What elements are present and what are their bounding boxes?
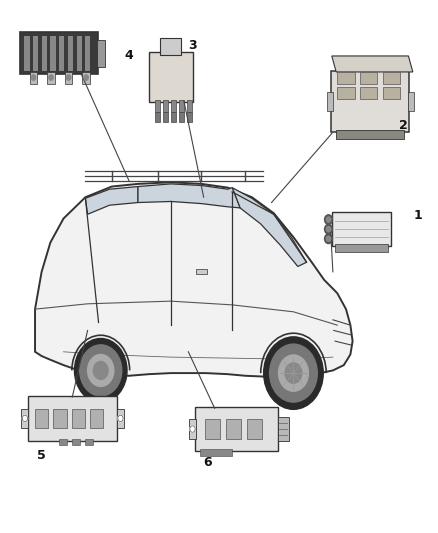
Bar (53, 409, 67, 428)
Text: 2: 2 (399, 119, 407, 132)
Circle shape (22, 415, 28, 422)
FancyBboxPatch shape (20, 32, 98, 74)
Bar (327, 92, 333, 111)
Polygon shape (360, 72, 378, 84)
Circle shape (325, 234, 332, 244)
Text: 3: 3 (188, 39, 197, 52)
Bar (200, 449, 232, 456)
Circle shape (80, 345, 122, 396)
Bar (196, 269, 207, 274)
Bar (25, 36, 29, 70)
Bar (59, 36, 64, 70)
Polygon shape (35, 182, 353, 377)
Bar (35, 409, 48, 428)
Polygon shape (337, 87, 354, 99)
Polygon shape (382, 72, 400, 84)
Circle shape (93, 361, 108, 379)
Circle shape (49, 75, 53, 80)
Circle shape (84, 75, 88, 80)
Bar (33, 36, 38, 70)
Polygon shape (332, 56, 413, 72)
Circle shape (326, 217, 331, 222)
Bar (59, 439, 67, 445)
Circle shape (74, 338, 127, 402)
Circle shape (118, 415, 123, 422)
Polygon shape (85, 187, 138, 214)
Polygon shape (232, 188, 307, 266)
FancyBboxPatch shape (160, 38, 181, 55)
Bar (155, 112, 160, 122)
Bar (179, 112, 184, 122)
Circle shape (285, 363, 302, 383)
FancyBboxPatch shape (195, 407, 278, 451)
Bar (50, 36, 56, 70)
Bar (77, 36, 82, 70)
Polygon shape (337, 72, 354, 84)
Bar (278, 417, 290, 441)
Bar (163, 112, 168, 122)
Bar (85, 439, 93, 445)
Text: 4: 4 (125, 50, 134, 62)
Circle shape (326, 236, 331, 241)
Circle shape (326, 227, 331, 232)
Circle shape (279, 355, 308, 391)
Bar (42, 36, 47, 70)
Bar (21, 409, 28, 428)
Text: 6: 6 (204, 456, 212, 469)
Bar (85, 36, 91, 70)
Bar (187, 112, 192, 122)
Bar (187, 100, 192, 112)
Circle shape (325, 215, 332, 224)
Bar (90, 409, 103, 428)
Bar (117, 409, 124, 428)
Circle shape (67, 75, 71, 80)
FancyBboxPatch shape (149, 52, 193, 102)
Bar (335, 244, 388, 252)
Circle shape (32, 75, 36, 80)
Polygon shape (382, 87, 400, 99)
Bar (336, 130, 404, 139)
Polygon shape (138, 184, 240, 208)
Bar (47, 72, 55, 84)
Circle shape (190, 426, 195, 432)
Bar (82, 72, 90, 84)
Bar (408, 92, 413, 111)
Bar (226, 419, 241, 439)
Bar (97, 40, 105, 67)
FancyBboxPatch shape (332, 212, 391, 246)
Circle shape (270, 344, 317, 402)
Bar (30, 72, 38, 84)
Bar (247, 419, 262, 439)
Polygon shape (360, 87, 378, 99)
Bar (205, 419, 220, 439)
Bar (68, 36, 73, 70)
Circle shape (264, 337, 323, 409)
FancyBboxPatch shape (28, 396, 117, 441)
Bar (163, 100, 168, 112)
Bar (189, 419, 196, 439)
Circle shape (88, 354, 114, 386)
Bar (72, 409, 85, 428)
Bar (72, 439, 80, 445)
Bar (171, 112, 176, 122)
Text: 1: 1 (414, 209, 423, 222)
Bar (171, 100, 176, 112)
Bar (179, 100, 184, 112)
Text: 5: 5 (37, 449, 46, 462)
Bar (155, 100, 160, 112)
FancyBboxPatch shape (331, 71, 409, 132)
Bar (65, 72, 73, 84)
Circle shape (325, 224, 332, 234)
